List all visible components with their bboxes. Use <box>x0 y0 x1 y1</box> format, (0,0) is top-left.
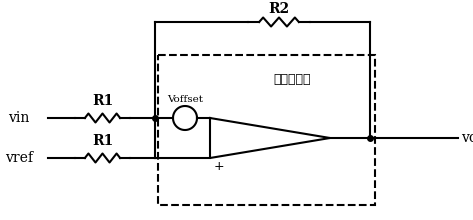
Text: R1: R1 <box>92 134 113 148</box>
Text: 差分放大器: 差分放大器 <box>274 73 311 86</box>
Text: Voffset: Voffset <box>167 95 203 104</box>
Bar <box>158 55 375 205</box>
Text: R1: R1 <box>92 94 113 108</box>
Text: R2: R2 <box>269 2 289 16</box>
Text: +: + <box>214 160 225 173</box>
Text: vin: vin <box>8 111 29 125</box>
Text: vref: vref <box>5 151 33 165</box>
Text: vout: vout <box>461 131 473 145</box>
